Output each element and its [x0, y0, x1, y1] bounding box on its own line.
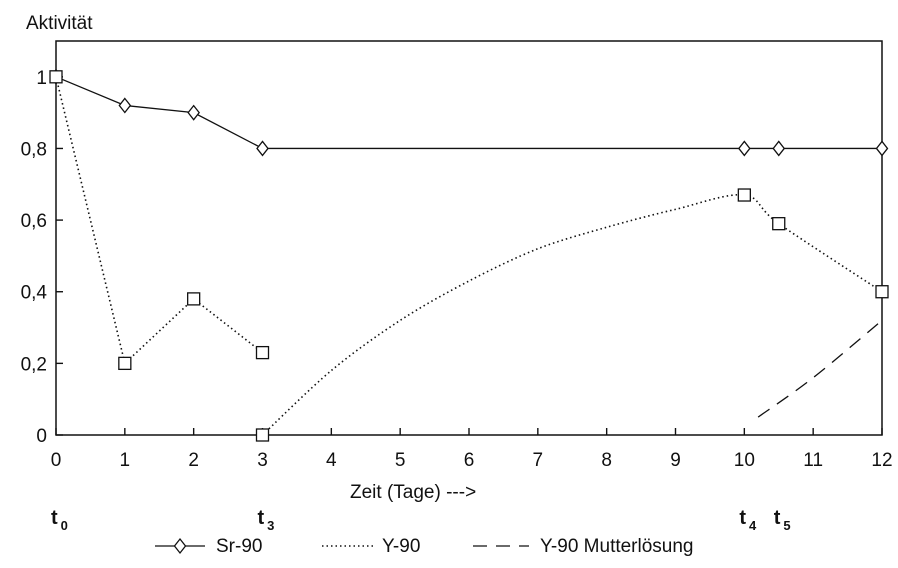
sr-90-point [187, 104, 200, 121]
legend-label-sr-90: Sr-90 [216, 536, 262, 557]
sr-90-line [55, 76, 882, 150]
x-tick-label: 0 [51, 450, 62, 471]
y-tick-label: 0,2 [21, 354, 47, 375]
y-90-point [255, 345, 270, 360]
x-tick-label: 8 [601, 450, 612, 471]
y-tick-label: 0,6 [21, 211, 47, 232]
x-tick-label: 1 [120, 450, 131, 471]
plot-frame [55, 40, 883, 436]
y-90-point [187, 292, 201, 306]
y-tick-label: 0 [36, 426, 47, 447]
y-90-line-segment [261, 193, 883, 436]
x-tick-label: 10 [734, 450, 755, 471]
x-tick-label: 2 [188, 450, 199, 471]
x-tick-label: 6 [464, 450, 475, 471]
legend-label-y-90-mutterl-sung: Y-90 Mutterlösung [540, 536, 694, 557]
x-tick-label: 11 [803, 450, 823, 471]
x-axis-title: Zeit (Tage) ---> [350, 482, 476, 503]
y-tick-label: 0,4 [21, 283, 48, 304]
sr-90-point [256, 140, 269, 157]
legend-label-y-90: Y-90 [382, 536, 420, 557]
sr-90-point [118, 97, 132, 114]
y-90-line-segment [55, 76, 263, 365]
y-tick-label: 0,8 [21, 139, 47, 160]
y-90-point [255, 428, 270, 442]
x-tick-label: 12 [871, 450, 892, 471]
y-90-point [737, 188, 751, 202]
x-tick-label: 7 [533, 450, 544, 471]
x-tick-label: 3 [257, 450, 268, 471]
x-tick-label: 4 [326, 450, 337, 471]
x-tick-label: 9 [670, 450, 681, 471]
sr-90-point [738, 140, 751, 157]
y-90-point [772, 217, 786, 231]
series-lines [55, 76, 883, 436]
sr-90-point [875, 140, 889, 157]
legend: Sr-90 Y-90 Y-90 Mutterlösung [155, 536, 694, 557]
y-90-mutterl-sung-line [757, 319, 883, 418]
y-tick-label: 1 [36, 68, 47, 89]
x-axis-ticks: 0 1 2 3 4 5 6 7 8 9 10 11 12 [51, 428, 893, 471]
legend-diamond-icon [173, 537, 187, 555]
sr-90-point [772, 140, 786, 157]
y-90-point [49, 70, 63, 84]
y-90-point [875, 285, 889, 299]
y-90-point [118, 356, 132, 371]
x-tick-label: 5 [395, 450, 406, 471]
series-markers [49, 68, 889, 442]
y-axis-title: Aktivität [26, 13, 93, 34]
